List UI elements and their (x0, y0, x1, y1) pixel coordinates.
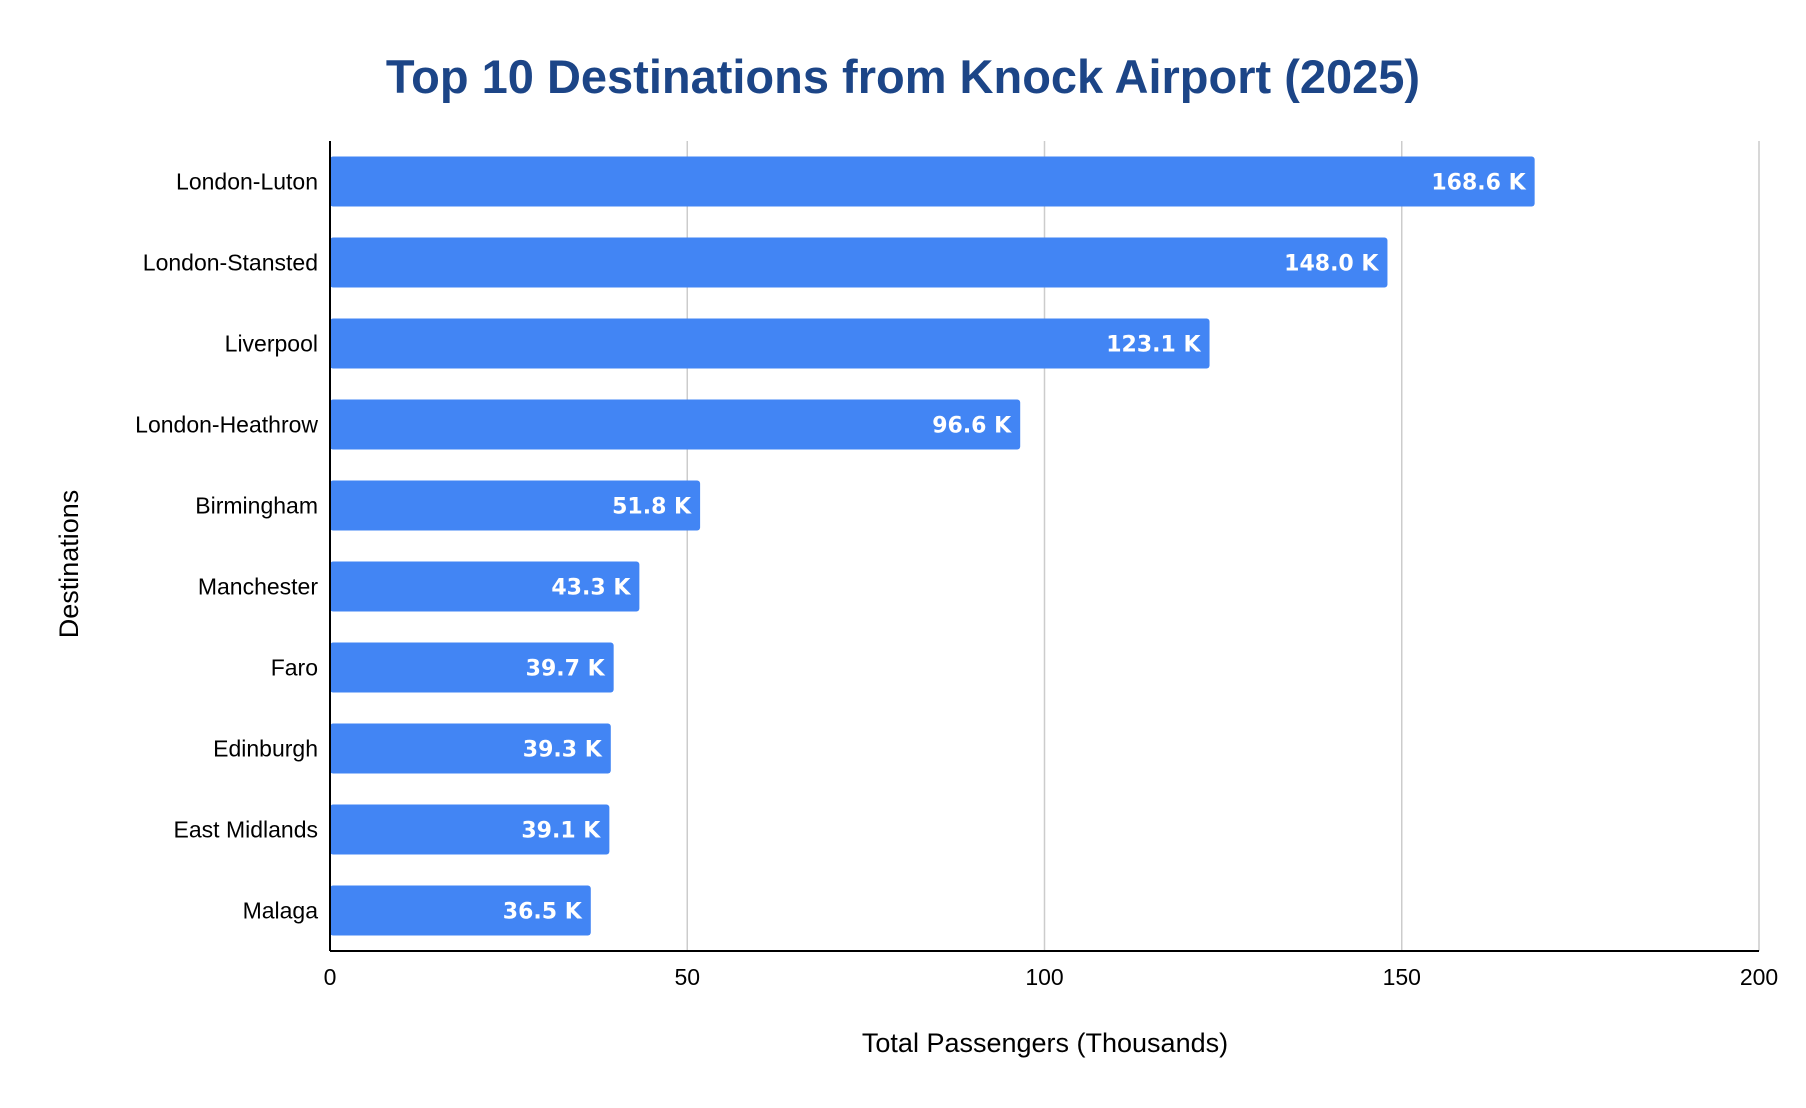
labels: 0 50 100 150 200 London-Luton 168.6 K London-St… (135, 169, 1778, 991)
x-tick-label: 0 (324, 964, 337, 990)
data-label: 43.3 K (551, 576, 631, 601)
bar (330, 723, 611, 774)
y-axis-title: Destinations (54, 490, 84, 639)
bar (330, 399, 1021, 450)
bars (330, 156, 1535, 936)
x-tick-label: 50 (674, 964, 700, 990)
x-tick-label: 150 (1383, 964, 1421, 990)
x-axis-title: Total Passengers (Thousands) (862, 1028, 1228, 1058)
category-label: London-Heathrow (135, 412, 318, 438)
data-label: 39.7 K (526, 657, 606, 682)
bar (330, 318, 1210, 369)
category-label: Liverpool (225, 331, 318, 357)
bar (330, 642, 614, 693)
category-label: East Midlands (174, 817, 318, 843)
data-label: 96.6 K (932, 414, 1012, 439)
data-label: 36.5 K (503, 900, 583, 925)
data-label: 168.6 K (1431, 171, 1526, 196)
category-label: London-Luton (176, 169, 318, 195)
data-label: 39.3 K (523, 738, 603, 763)
category-label: London-Stansted (143, 250, 318, 276)
bar (330, 237, 1388, 288)
bar (330, 561, 640, 612)
category-label: Birmingham (195, 493, 318, 519)
bar (330, 885, 591, 936)
axes (329, 141, 1759, 952)
bar (330, 156, 1535, 207)
chart-title: Top 10 Destinations from Knock Airport (… (386, 50, 1420, 103)
category-label: Malaga (243, 898, 319, 924)
data-label: 39.1 K (521, 819, 601, 844)
data-label: 51.8 K (612, 495, 692, 520)
bar (330, 480, 701, 531)
category-label: Faro (271, 655, 318, 681)
category-label: Manchester (198, 574, 319, 600)
category-label: Edinburgh (213, 736, 318, 762)
bar (330, 804, 610, 855)
x-tick-label: 100 (1025, 964, 1063, 990)
data-label: 123.1 K (1106, 333, 1201, 358)
x-tick-label: 200 (1740, 964, 1778, 990)
data-label: 148.0 K (1284, 252, 1379, 277)
